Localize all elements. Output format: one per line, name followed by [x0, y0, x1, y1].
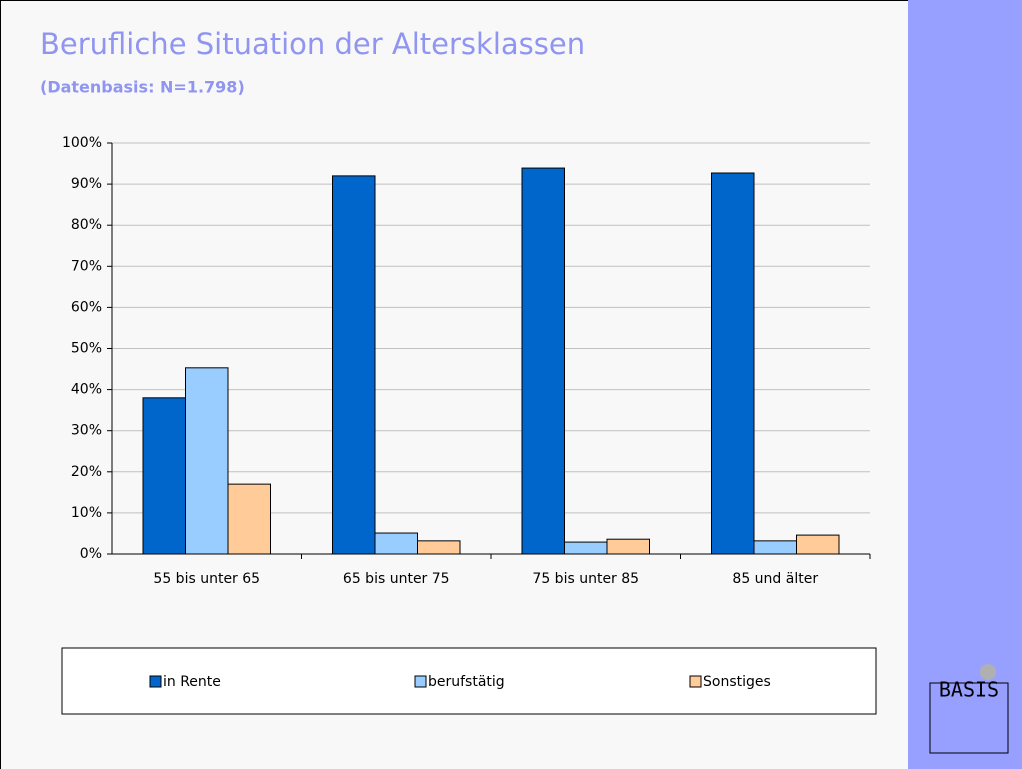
bar	[606, 538, 650, 555]
chart-title: Berufliche Situation der Altersklassen	[40, 27, 585, 61]
logo: BASIS	[929, 664, 1009, 754]
bar	[564, 541, 608, 555]
bar	[417, 540, 461, 555]
legend-swatch	[149, 675, 162, 688]
y-tick-label: 100%	[62, 135, 102, 151]
y-tick-label: 70%	[71, 258, 102, 274]
legend-swatch	[689, 675, 702, 688]
y-tick-label: 80%	[71, 217, 102, 233]
y-tick-label: 60%	[71, 299, 102, 315]
y-tick-label: 40%	[71, 382, 102, 398]
y-tick-label: 90%	[71, 176, 102, 192]
y-tick-label: 30%	[71, 423, 102, 439]
legend-label: in Rente	[163, 674, 221, 690]
y-tick-label: 20%	[71, 464, 102, 480]
bar	[185, 367, 229, 555]
bar	[332, 175, 376, 555]
side-strip	[908, 0, 1022, 769]
chart-subtitle: (Datenbasis: N=1.798)	[40, 78, 245, 97]
x-tick-label: 55 bis unter 65	[153, 571, 260, 587]
legend-label: Sonstiges	[703, 674, 771, 690]
bar	[796, 534, 840, 555]
legend-swatch	[414, 675, 427, 688]
y-tick-label: 0%	[80, 546, 102, 562]
legend-box	[61, 647, 877, 715]
bar	[142, 397, 186, 555]
logo-dot	[980, 664, 996, 680]
y-tick-label: 50%	[71, 341, 102, 357]
bar	[753, 540, 797, 555]
logo-text: BASIS	[939, 678, 999, 702]
x-tick-label: 75 bis unter 85	[532, 571, 639, 587]
bar	[521, 167, 565, 555]
bar	[374, 532, 418, 555]
x-tick-label: 65 bis unter 75	[343, 571, 450, 587]
legend-label: berufstätig	[428, 674, 505, 690]
bar	[711, 172, 755, 555]
y-tick-label: 10%	[71, 505, 102, 521]
bar	[227, 483, 271, 555]
x-tick-label: 85 und älter	[732, 571, 818, 587]
logo-frame	[929, 682, 1009, 754]
